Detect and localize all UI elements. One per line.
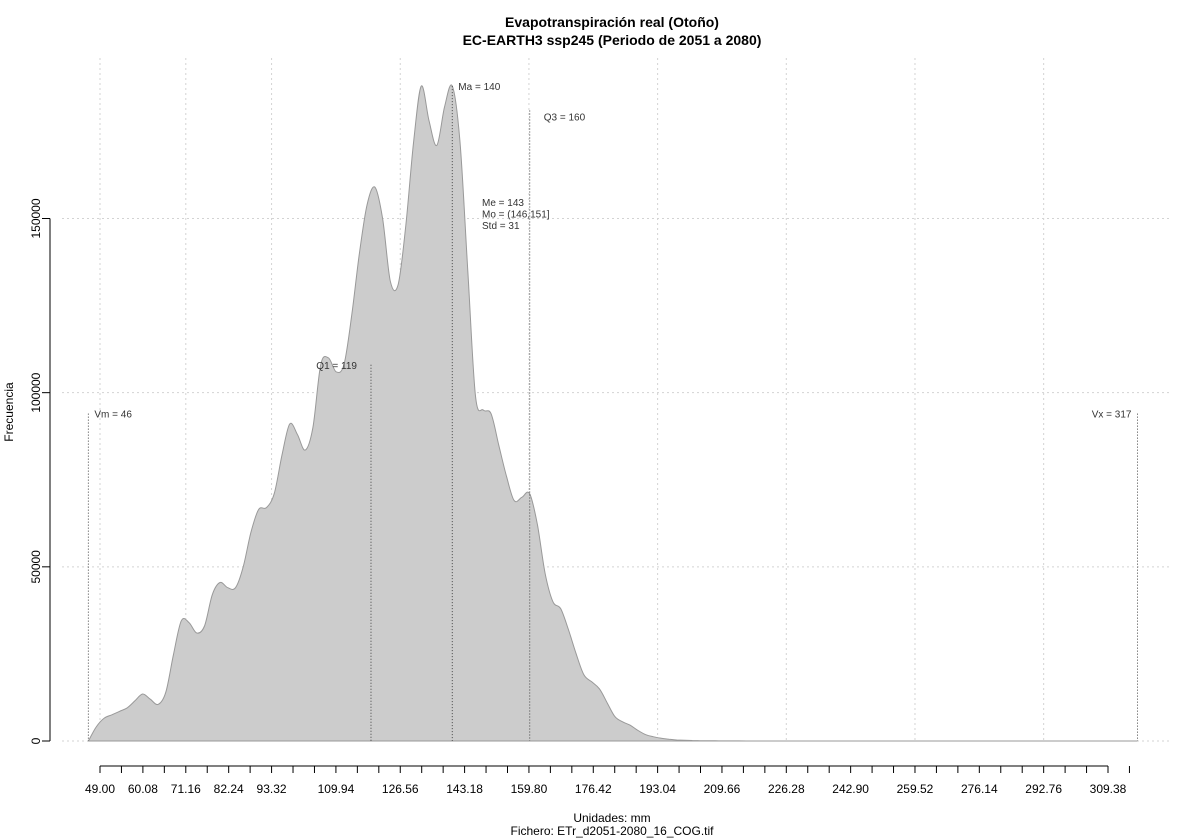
x-tick-label: 292.76 [1025,782,1062,796]
file-caption: Fichero: ETr_d2051-2080_16_COG.tif [511,824,715,838]
x-tick-label: 49.00 [85,782,115,796]
y-tick-label: 150000 [29,198,43,238]
x-tick-label: 226.28 [768,782,805,796]
chart-title: Evapotranspiración real (Otoño) [505,14,719,30]
y-tick-label: 0 [29,737,43,744]
stat-line: Mo = (146,151] [482,210,550,221]
x-tick-label: 159.80 [511,782,548,796]
x-tick-label: 93.32 [257,782,287,796]
x-axis-label: Unidades: mm [573,811,650,825]
x-tick-label: 126.56 [382,782,419,796]
stat-markers: Vm = 46 Q1 = 119 Ma = 140 Q3 = 160 Vx = 317 [87,82,1138,741]
x-tick-label: 60.08 [128,782,158,796]
marker-label-vm: Vm = 46 [94,410,132,421]
x-tick-label: 276.14 [961,782,998,796]
x-tick-label: 71.16 [171,782,201,796]
x-tick-label: 176.42 [575,782,612,796]
marker-label-ma: Ma = 140 [458,82,500,93]
x-tick-label: 109.94 [318,782,355,796]
x-tick-label: 82.24 [214,782,244,796]
x-tick-label: 242.90 [832,782,869,796]
x-tick-label: 309.38 [1090,782,1127,796]
x-tick-label: 193.04 [639,782,676,796]
x-tick-label: 143.18 [446,782,483,796]
marker-label-q1: Q1 = 119 [316,361,357,372]
y-tick-label: 50000 [29,550,43,584]
x-axis: 49.00 60.08 71.16 82.24 93.32 109.94 126.56 143… [85,765,1130,796]
density-area [87,84,1138,742]
stat-line: Std = 31 [482,221,520,232]
marker-label-vx: Vx = 317 [1092,410,1132,421]
y-axis-label: Frecuencia [2,382,16,442]
marker-label-q3: Q3 = 160 [544,113,586,124]
y-axis: 0 50000 100000 150000 [29,198,51,744]
x-tick-label: 209.66 [704,782,741,796]
x-tick-label: 259.52 [897,782,934,796]
stat-line: Me = 143 [482,198,524,209]
chart-subtitle: EC-EARTH3 ssp245 (Periodo de 2051 a 2080… [463,32,762,48]
y-tick-label: 100000 [29,372,43,412]
